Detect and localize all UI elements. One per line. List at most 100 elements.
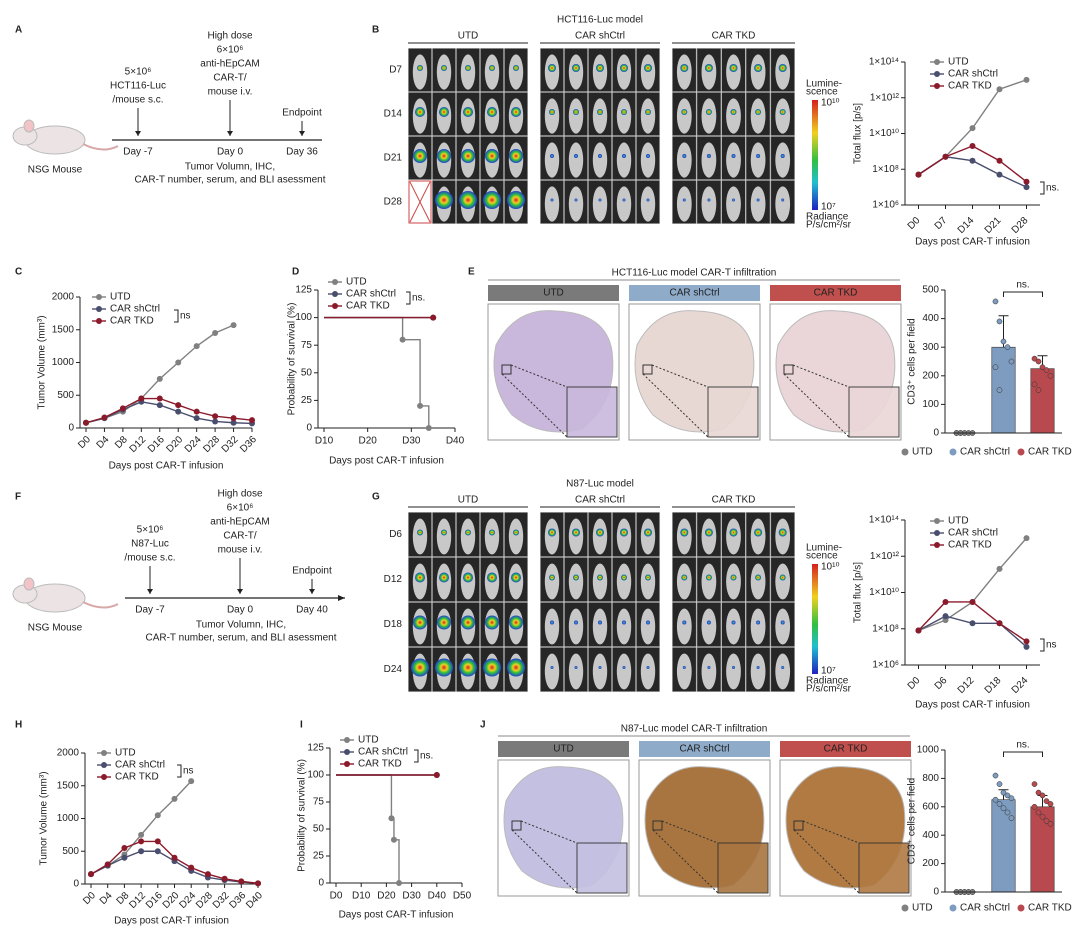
mouse-tail [82, 143, 119, 151]
mouse-image [701, 186, 717, 222]
data-point [238, 878, 245, 885]
y-tick-label: 1×10¹⁰ [869, 587, 899, 598]
panel-letter: A [15, 25, 22, 36]
data-point [417, 402, 424, 409]
legend-marker [934, 71, 940, 77]
colorbar-label: Lumine- [806, 79, 842, 90]
x-tick-label: D4 [95, 434, 112, 451]
data-point [1035, 387, 1042, 393]
histology-title: HCT116-Luc model CAR-T infiltration [612, 268, 777, 279]
mouse-image [568, 653, 584, 690]
signal-spot [487, 572, 497, 583]
data-point [119, 405, 126, 412]
signal-spot [441, 65, 447, 71]
survival-line [324, 316, 430, 428]
legend-marker [1017, 448, 1025, 456]
row-label: D18 [384, 619, 403, 630]
signal-spot [513, 65, 519, 71]
signal-spot [507, 191, 525, 209]
signal-spot [509, 149, 523, 163]
legend-label: CAR TKD [948, 540, 992, 551]
data-point [104, 861, 111, 868]
signal-spot [704, 64, 713, 72]
colorbar-max: 10¹⁰ [821, 98, 839, 109]
data-point [88, 871, 94, 878]
mouse-image [676, 608, 692, 645]
y-tick-label: 1×10¹⁴ [869, 57, 899, 68]
day-label: Day -7 [135, 605, 165, 616]
data-point [138, 848, 145, 855]
mouse-image [640, 142, 656, 178]
data-point [1039, 813, 1046, 820]
signal-spot [511, 107, 521, 117]
signal-spot [681, 574, 688, 581]
data-point [1008, 795, 1015, 802]
y-tick-label: 1×10⁶ [872, 660, 899, 671]
signal-spot [681, 109, 688, 115]
mouse-image [544, 608, 560, 645]
data-point [221, 875, 228, 882]
signal-spot [680, 528, 689, 537]
legend-label: CAR shCtrl [115, 760, 165, 771]
group-header: CAR TKD [824, 744, 868, 755]
data-point [154, 848, 161, 855]
panel-letter: F [15, 492, 21, 503]
colorbar-unit: P/s/cm²/sr [806, 684, 852, 695]
signal-spot [781, 666, 785, 669]
data-point [969, 598, 976, 605]
mouse-image [750, 186, 766, 222]
data-point [156, 375, 163, 382]
inset [566, 386, 618, 438]
mouse-image [568, 563, 584, 600]
mouse-image [775, 186, 791, 222]
readout: Tumor Volumn, IHC, [185, 162, 275, 173]
inset-lines [642, 364, 709, 438]
signal-spot [779, 574, 786, 581]
signal-spot [598, 154, 602, 158]
data-point [83, 419, 89, 426]
legend-label: CAR shCtrl [960, 903, 1010, 914]
signal-spot [411, 658, 429, 677]
data-point [1047, 372, 1054, 379]
y-tick-label: 0 [318, 878, 324, 889]
signal-spot [756, 666, 760, 669]
group-header: CAR shCtrl [679, 744, 729, 755]
x-tick-label: D40 [428, 891, 447, 902]
data-point [175, 359, 182, 366]
legend-marker [344, 761, 350, 767]
x-tick-label: D16 [146, 434, 167, 455]
group-header-bar [629, 285, 760, 301]
mouse-image [568, 98, 584, 134]
signal-spot [574, 666, 578, 669]
legend-label: UTD [346, 277, 367, 288]
mouse-image [592, 186, 608, 222]
signal-spot [780, 154, 785, 158]
data-point [1039, 364, 1046, 371]
group-header: UTD [553, 744, 574, 755]
signal-spot [756, 620, 761, 625]
row-label: D24 [384, 664, 403, 675]
signal-spot [483, 191, 501, 209]
mouse-image [616, 608, 632, 645]
data-point [1039, 792, 1046, 799]
mouse-image [592, 653, 608, 690]
readout: CAR-T number, serum, and BLI asessment [134, 175, 325, 186]
x-tick-label: D24 [183, 434, 204, 455]
data-point [1004, 344, 1011, 351]
signal-spot [706, 154, 711, 158]
panel-letter: D [292, 267, 299, 278]
series-line [85, 324, 234, 424]
route: mouse i.v. [218, 545, 263, 556]
colorbar-unit: Radiance [806, 676, 849, 687]
annotation: ns. [1016, 740, 1029, 751]
signal-spot [732, 666, 735, 669]
y-axis-label: Tumor Volume (mm³) [39, 771, 50, 865]
x-axis-label: Days post CAR-T infusion [915, 237, 1030, 248]
mouse-image [568, 142, 584, 178]
mouse-image [750, 98, 766, 134]
mouse-image [701, 653, 717, 690]
signal-spot [644, 528, 652, 537]
group-header: CAR TKD [712, 31, 756, 42]
signal-spot [622, 620, 626, 625]
